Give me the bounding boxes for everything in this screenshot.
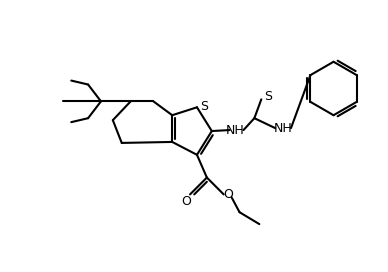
- Text: NH: NH: [274, 122, 293, 135]
- Text: S: S: [200, 100, 208, 113]
- Text: O: O: [181, 195, 191, 208]
- Text: NH: NH: [226, 123, 245, 137]
- Text: S: S: [264, 90, 272, 103]
- Text: O: O: [224, 188, 234, 201]
